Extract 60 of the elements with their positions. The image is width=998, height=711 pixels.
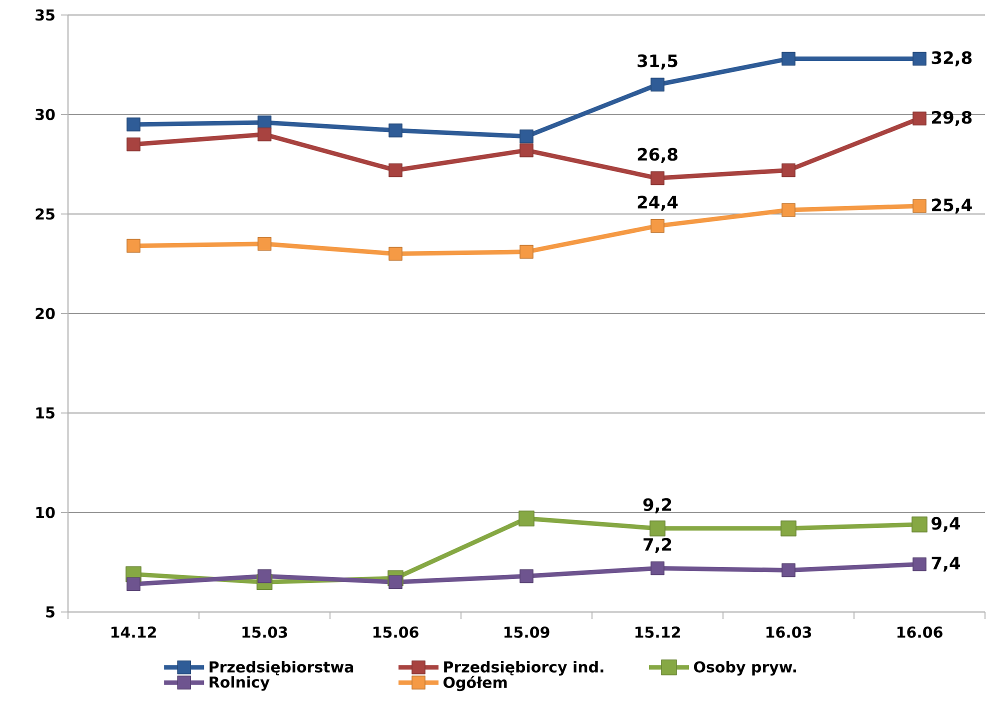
legend-label: Przedsiębiorcy ind. — [444, 660, 604, 676]
x-tick-label: 14.12 — [111, 626, 156, 638]
point — [782, 52, 796, 66]
y-tick-label: 15 — [36, 407, 54, 419]
y-tick-label: 35 — [36, 9, 54, 21]
data-label: 9,2 — [643, 498, 672, 514]
point — [912, 557, 926, 572]
data-label: 7,2 — [644, 538, 672, 554]
data-label: 26,8 — [638, 148, 678, 163]
point — [126, 238, 140, 253]
x-tick-label: 15.12 — [635, 626, 680, 638]
point — [520, 244, 534, 259]
data-label: 31,5 — [638, 54, 678, 70]
point — [388, 124, 402, 138]
point — [912, 516, 928, 532]
point — [650, 78, 664, 92]
data-label: 32,8 — [932, 51, 972, 66]
point — [520, 129, 534, 144]
x-tick-label: 15.03 — [242, 626, 288, 638]
x-tick-label: 15.06 — [373, 626, 418, 638]
x-tick-label: 16.06 — [897, 626, 942, 638]
point — [388, 575, 402, 590]
point — [912, 52, 926, 66]
point — [258, 236, 272, 251]
point — [782, 563, 796, 578]
point — [388, 246, 402, 261]
y-tick-label: 10 — [36, 506, 55, 518]
point — [520, 569, 534, 584]
data-label: 25,4 — [932, 198, 972, 214]
point — [650, 561, 664, 576]
data-label: 7,4 — [932, 556, 960, 572]
point — [520, 143, 534, 158]
point — [782, 203, 796, 217]
x-tick-label: 16.03 — [766, 626, 812, 638]
y-tick-label: 5 — [46, 606, 54, 618]
point — [780, 520, 796, 536]
legend-label: Ogółem — [444, 676, 507, 692]
point — [912, 199, 926, 213]
point — [650, 219, 664, 233]
point — [258, 127, 272, 142]
legend-label: Osoby pryw. — [694, 660, 796, 676]
legend-label: Rolnicy — [210, 676, 270, 691]
y-tick-label: 30 — [36, 108, 55, 120]
y-tick-label: 20 — [36, 308, 55, 320]
x-tick-label: 15.09 — [504, 626, 550, 638]
point — [782, 163, 796, 178]
data-label: 9,4 — [932, 516, 960, 532]
point — [912, 112, 926, 126]
point — [650, 171, 664, 186]
point — [126, 137, 140, 152]
point — [126, 577, 140, 592]
data-label: 24,4 — [638, 196, 678, 211]
point — [518, 510, 534, 526]
point — [388, 163, 402, 178]
point — [650, 520, 666, 536]
data-label: 29,8 — [932, 110, 972, 126]
point — [258, 569, 272, 584]
y-tick-label: 25 — [36, 208, 54, 220]
legend-label: Przedsiębiorstwa — [210, 660, 354, 676]
point — [126, 118, 140, 132]
